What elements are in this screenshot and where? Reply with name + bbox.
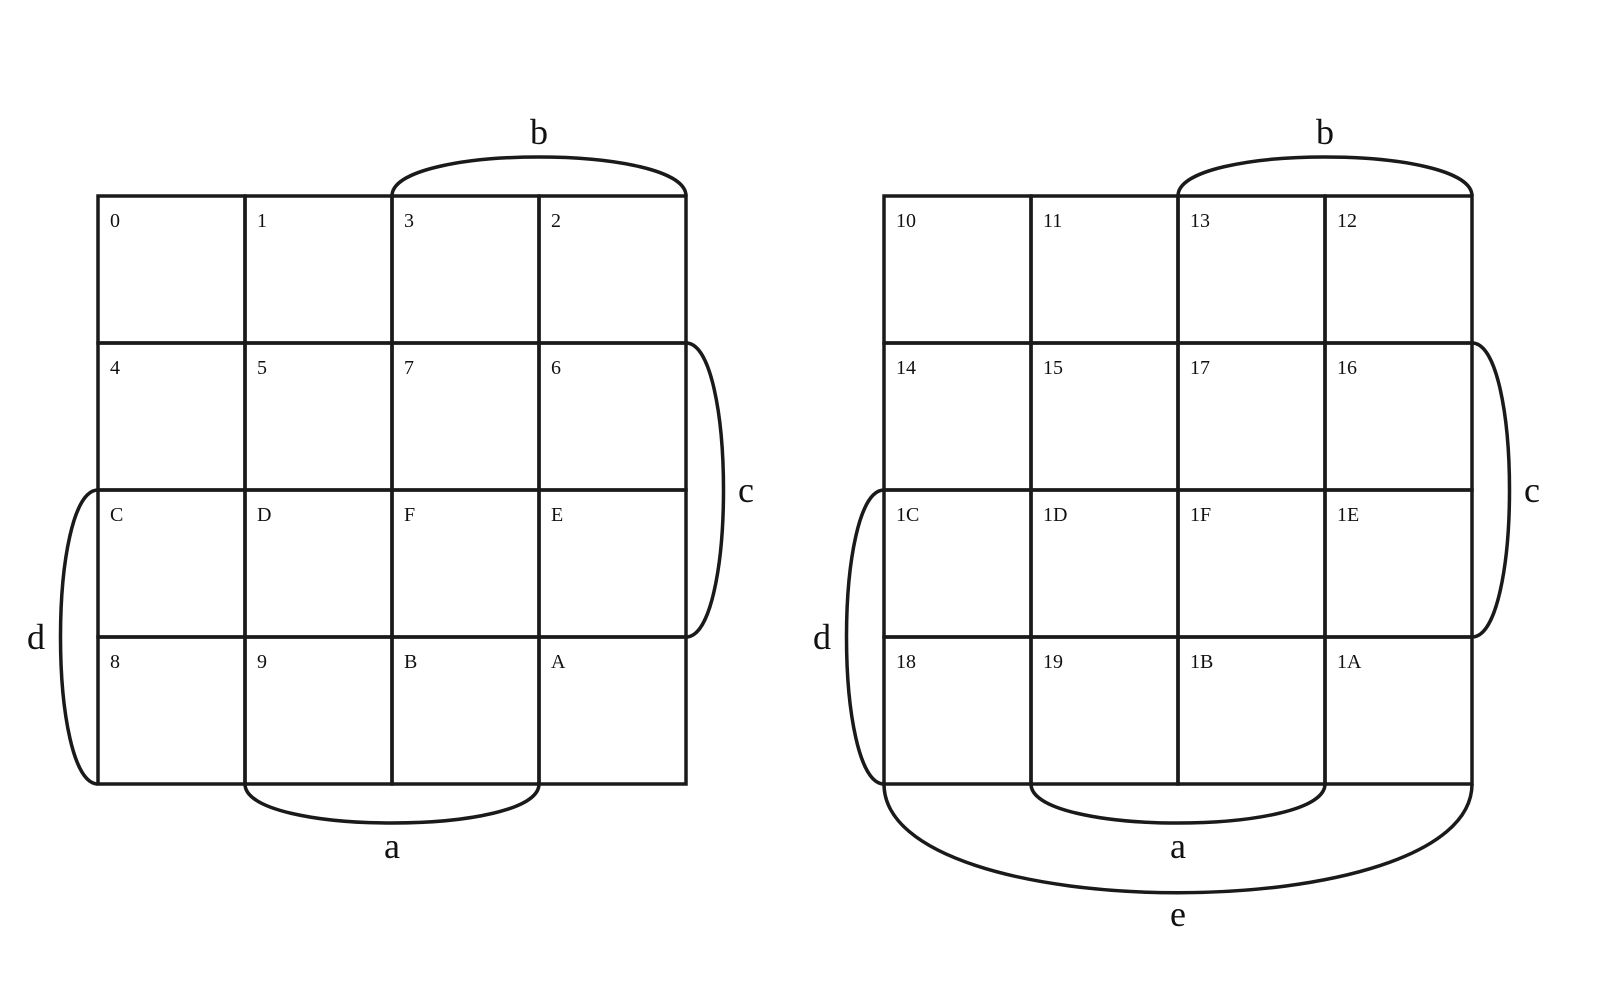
variable-label-c: c — [738, 470, 754, 510]
variable-label-c: c — [1524, 470, 1540, 510]
arc-a — [1029, 783, 1327, 825]
kmap-2: 10 11 13 12 14 15 17 16 1C 1D 1F 1E 18 19 1B 1A b c d ae — [813, 112, 1540, 934]
kmap-cell — [537, 341, 688, 492]
cell-label: 1E — [1337, 504, 1359, 526]
cell-label: 0 — [110, 210, 120, 232]
variable-label-b: b — [530, 112, 548, 152]
cell-label: 11 — [1043, 210, 1062, 232]
arc-d — [58, 488, 99, 786]
cell-label: 1A — [1337, 651, 1362, 673]
cell-label: 4 — [110, 357, 120, 379]
variable-label-d: d — [27, 617, 45, 657]
cell-label: B — [404, 651, 417, 673]
cell-label: 1B — [1190, 651, 1213, 673]
cell-label: 8 — [110, 651, 120, 673]
kmap-cell — [390, 194, 541, 345]
kmap-cell — [537, 194, 688, 345]
cell-label: 9 — [257, 651, 267, 673]
cell-label: 1 — [257, 210, 267, 232]
arc-c — [1471, 341, 1512, 639]
kmap-cell — [96, 341, 247, 492]
cell-label: F — [404, 504, 415, 526]
cell-label: 7 — [404, 357, 414, 379]
cell-label: 17 — [1190, 357, 1210, 379]
cell-label: 12 — [1337, 210, 1357, 232]
cell-label: 15 — [1043, 357, 1063, 379]
cell-label: 18 — [896, 651, 916, 673]
cell-label: 1C — [896, 504, 919, 526]
variable-label-e: e — [1170, 894, 1186, 934]
kmap-cell — [243, 635, 394, 786]
variable-label-a: a — [384, 826, 400, 866]
cell-label: 14 — [896, 357, 916, 379]
cell-label: 1D — [1043, 504, 1067, 526]
cell-label: D — [257, 504, 271, 526]
arc-b — [390, 155, 688, 197]
variable-label-b: b — [1316, 112, 1334, 152]
kmap-cell — [243, 341, 394, 492]
cell-label: 16 — [1337, 357, 1357, 379]
cell-label: 3 — [404, 210, 414, 232]
kmap-cell — [96, 194, 247, 345]
kmap-1: 0 1 3 2 4 5 7 6 C D F E 8 9 B Ab c d a — [27, 112, 754, 866]
cell-label: A — [551, 651, 566, 673]
cell-label: C — [110, 504, 123, 526]
cell-label: 13 — [1190, 210, 1210, 232]
arc-b — [1176, 155, 1474, 197]
kmap-cell — [96, 635, 247, 786]
cell-label: 6 — [551, 357, 561, 379]
variable-label-a: a — [1170, 826, 1186, 866]
cell-label: 5 — [257, 357, 267, 379]
cell-label: 1F — [1190, 504, 1211, 526]
arc-d — [844, 488, 885, 786]
cell-label: 10 — [896, 210, 916, 232]
kmap-cell — [243, 194, 394, 345]
cell-label: 2 — [551, 210, 561, 232]
arc-e — [882, 783, 1474, 895]
arc-a — [243, 783, 541, 825]
kmap-cell — [1323, 635, 1474, 786]
cell-label: 19 — [1043, 651, 1063, 673]
variable-label-d: d — [813, 617, 831, 657]
kmap-cell — [537, 635, 688, 786]
cell-label: E — [551, 504, 563, 526]
arc-c — [685, 341, 726, 639]
kmap-cell — [390, 341, 541, 492]
